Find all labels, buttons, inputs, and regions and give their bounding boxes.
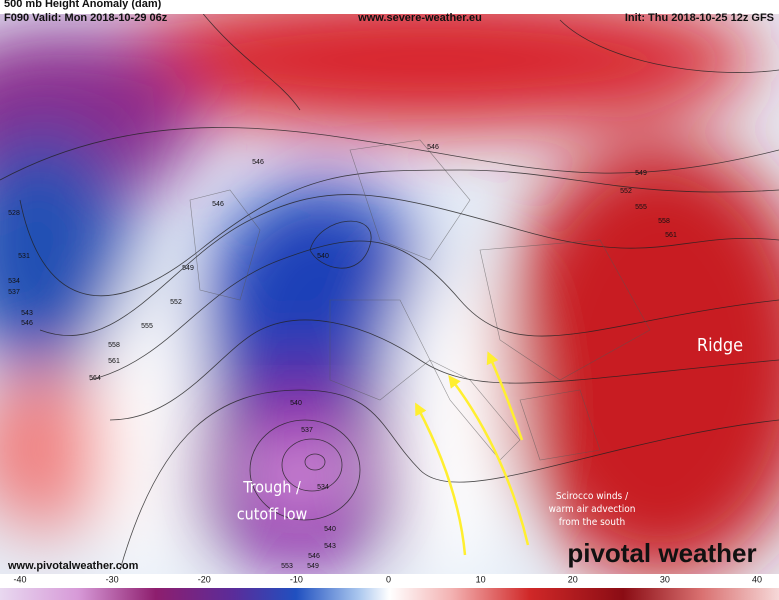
scirocco-label: Scirocco winds / [556,491,629,502]
scirocco-label: from the south [559,517,626,528]
contour-label: 540 [317,253,329,260]
contour-label: 540 [324,526,336,533]
ridge-label: Ridge [697,335,743,356]
borders [189,139,651,461]
contour-label: 561 [665,232,677,239]
contour-label: 549 [635,170,647,177]
colorbar-tick-label: 10 [476,574,486,584]
contour-labels: 546 546 549 552 555 558 561 528 531 534 537 543 546 5… [8,144,677,570]
colorbar-tick-label: 30 [660,574,670,584]
trough-label: cutoff low [237,505,308,524]
contour-label: 546 [252,159,264,166]
map-field [0,0,779,580]
trough-label: Trough / [242,478,301,497]
arrows [415,351,530,556]
colorbar-tick-label: 0 [386,574,391,584]
colorbar-tick-label: 40 [752,574,762,584]
contour-label: 558 [658,218,670,225]
contour-label: 552 [620,188,632,195]
contour-label: 531 [18,253,30,260]
contour-label: 546 [21,320,33,327]
colorbar-tick-label: -20 [198,574,211,584]
valid-time: F090 Valid: Mon 2018-10-29 06z [4,12,168,24]
contour-label: 543 [21,310,33,317]
contour-label: 553 [281,563,293,570]
contour-label: 552 [170,299,182,306]
contour-label: 558 [108,342,120,349]
contour-label: 549 [307,563,319,570]
watermark: www.pivotalweather.com [7,560,139,572]
contours [0,9,779,571]
contour-label: 555 [141,323,153,330]
contour-label: 546 [427,144,439,151]
contour-label: 540 [290,400,302,407]
contour-label: 564 [89,375,101,382]
header-bar [0,0,779,14]
colorbar [0,588,779,600]
contour-label: 534 [317,484,329,491]
contour-label: 543 [324,543,336,550]
contour-label: 537 [8,289,20,296]
site-url: www.severe-weather.eu [357,12,482,24]
map-title: 500 mb Height Anomaly (dam) [4,0,162,10]
contour-label: 528 [8,210,20,217]
colorbar-tick-label: -40 [13,574,26,584]
contour-label: 546 [308,553,320,560]
contour-label: 537 [301,427,313,434]
contour-label: 534 [8,278,20,285]
colorbar-tick-label: 20 [568,574,578,584]
contour-label: 549 [182,265,194,272]
contour-label: 555 [635,204,647,211]
init-time: Init: Thu 2018-10-25 12z GFS [625,12,774,24]
brand-logo: pivotal weather [567,538,756,568]
colorbar-ticks: -40 -30 -20 -10 0 10 20 30 40 [13,574,762,584]
contour-label: 546 [212,201,224,208]
colorbar-tick-label: -30 [106,574,119,584]
scirocco-label: warm air advection [549,504,636,515]
contour-label: 561 [108,358,120,365]
colorbar-tick-label: -10 [290,574,303,584]
